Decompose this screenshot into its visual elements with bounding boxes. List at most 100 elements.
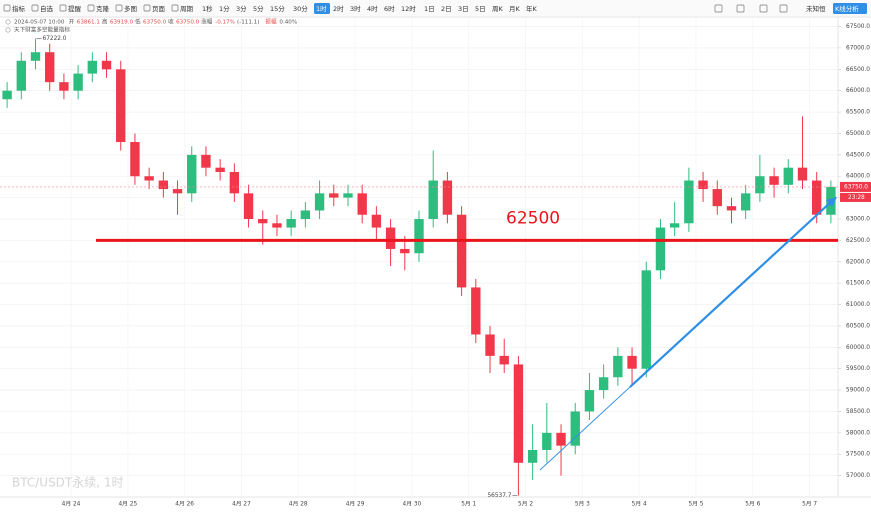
y-tick-label: 61500.0 (846, 281, 870, 287)
y-tick-label: 60000.0 (846, 345, 870, 351)
candle-body (172, 189, 183, 194)
candle-body (116, 69, 126, 143)
y-tick-label: 67000.0 (846, 45, 870, 51)
y-tick-label: 57000.0 (846, 473, 870, 479)
tool-icon (759, 4, 768, 13)
info-label: (-111.1) (237, 20, 259, 26)
interval-button[interactable]: 年K (526, 4, 538, 13)
candle-body (726, 206, 737, 211)
interval-button[interactable]: 1日 (424, 5, 435, 13)
y-tick-label: 57500.0 (846, 452, 870, 458)
countdown-tag (840, 192, 871, 202)
extreme-label: 56537.7 (487, 493, 511, 499)
interval-button[interactable]: 月K (509, 5, 521, 13)
candle-body (527, 449, 538, 463)
interval-button[interactable]: 1分 (219, 4, 230, 13)
info-value: 振幅 (265, 18, 277, 26)
tool-button[interactable]: 指标 (12, 4, 26, 13)
candle-body (755, 176, 765, 194)
y-tick-label: 66000.0 (846, 88, 870, 94)
tool-button[interactable]: 自选 (40, 4, 54, 13)
last-price-tag (840, 181, 871, 192)
candle-body (385, 227, 396, 249)
indicator-dot (5, 27, 11, 33)
tool-icon (143, 4, 151, 12)
interval-button[interactable]: 1秒 (202, 4, 213, 13)
candle-body (101, 60, 112, 70)
candle-body (2, 90, 12, 100)
tool-icon (736, 4, 745, 13)
analysis-button-bg (833, 3, 867, 14)
candle-body (598, 377, 609, 391)
interval-button[interactable]: 3时 (350, 4, 361, 13)
tool-button[interactable]: 提醒 (68, 4, 82, 13)
tool-icon (115, 4, 123, 12)
candle-body (641, 270, 651, 369)
candle-body (740, 193, 751, 211)
tool-button[interactable]: 克隆 (96, 4, 110, 13)
candle-body (769, 176, 779, 185)
interval-button[interactable]: 3日 (458, 5, 469, 13)
candle-body (258, 219, 268, 224)
x-tick-label: 4月 27 (232, 501, 251, 508)
candle-body (556, 432, 566, 446)
interval-button[interactable]: 15分 (270, 4, 285, 13)
info-dot (5, 19, 11, 25)
candle-body (314, 193, 325, 211)
interval-button[interactable]: 2时 (333, 4, 344, 13)
grid (0, 18, 838, 497)
candle-body (684, 180, 694, 224)
candle-body (783, 167, 793, 185)
toolbar (0, 0, 871, 17)
candle-body (59, 82, 69, 91)
x-tick-label: 4月 24 (62, 501, 81, 508)
tool-icon (31, 4, 39, 12)
interval-button[interactable]: 4时 (367, 4, 378, 13)
tool-button[interactable]: 周期 (180, 5, 194, 13)
overlay: 67222.0 56537.7 62500 (0, 36, 838, 499)
watermark: BTC/USDT永续, 1时 (12, 476, 124, 490)
candle-body (201, 154, 211, 168)
user-menu[interactable]: 未知恒 (806, 4, 826, 13)
tool-button[interactable]: 多图 (124, 4, 137, 13)
x-tick-label: 5月 2 (518, 501, 533, 508)
info-label: 收 (168, 18, 174, 26)
interval-button[interactable]: 1时 (316, 4, 327, 13)
y-tick-label: 65500.0 (846, 110, 870, 116)
candle-body (627, 355, 637, 369)
interval-button[interactable]: 3分 (236, 4, 247, 13)
x-tick-label: 4月 25 (118, 501, 137, 508)
interval-active (314, 3, 330, 14)
interval-button[interactable]: 30分 (293, 4, 308, 13)
candle-body (513, 364, 524, 463)
interval-button[interactable]: 5分 (253, 4, 264, 13)
tool-icon (714, 4, 723, 13)
tool-button[interactable]: 页面 (152, 5, 166, 13)
y-tick-label: 62000.0 (846, 259, 870, 265)
candle-body (414, 219, 424, 254)
y-tick-label: 64500.0 (846, 152, 870, 158)
support-label: 62500 (506, 208, 560, 228)
candle-body (428, 180, 438, 220)
info-label: 2024-05-07 10:00 (14, 20, 65, 26)
interval-button[interactable]: 5日 (475, 5, 486, 13)
analysis-button[interactable]: K线分析 (835, 4, 859, 13)
interval-button[interactable]: 6时 (384, 4, 395, 13)
candle-body (272, 223, 282, 228)
candle-body (215, 167, 225, 172)
x-tick-label: 4月 26 (175, 501, 194, 508)
candle-body (357, 193, 367, 215)
interval-button[interactable]: 周K (492, 5, 504, 13)
candle-body (812, 180, 822, 215)
interval-button[interactable]: 2日 (441, 5, 452, 13)
interval-button[interactable]: 12时 (401, 4, 416, 13)
candle-body (16, 60, 26, 91)
candle-body (45, 52, 55, 83)
candle-body (442, 180, 453, 215)
candle-body (499, 355, 509, 365)
candle-body (584, 390, 595, 412)
